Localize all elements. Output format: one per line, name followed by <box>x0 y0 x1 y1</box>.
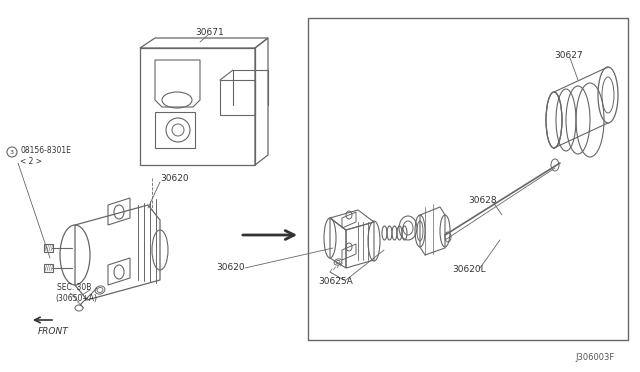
Text: 30625A: 30625A <box>318 278 353 286</box>
Text: 30671: 30671 <box>195 28 224 36</box>
Text: 30620L: 30620L <box>452 266 486 275</box>
Text: SEC. 30B: SEC. 30B <box>57 282 92 292</box>
Text: 08156-8301E: 08156-8301E <box>20 145 71 154</box>
Text: 30628: 30628 <box>468 196 497 205</box>
Text: 30627: 30627 <box>554 51 582 60</box>
Bar <box>308 18 628 340</box>
Text: (30650+A): (30650+A) <box>55 294 97 302</box>
Text: 3: 3 <box>10 150 14 154</box>
Text: FRONT: FRONT <box>38 327 68 337</box>
Bar <box>44 244 53 252</box>
Text: < 2 >: < 2 > <box>20 157 42 166</box>
Bar <box>44 264 53 272</box>
Text: 30620: 30620 <box>216 263 244 273</box>
Text: J306003F: J306003F <box>575 353 614 362</box>
Text: 30620: 30620 <box>160 173 189 183</box>
